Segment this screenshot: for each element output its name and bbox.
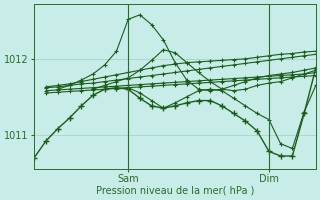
X-axis label: Pression niveau de la mer( hPa ): Pression niveau de la mer( hPa ): [96, 186, 254, 196]
